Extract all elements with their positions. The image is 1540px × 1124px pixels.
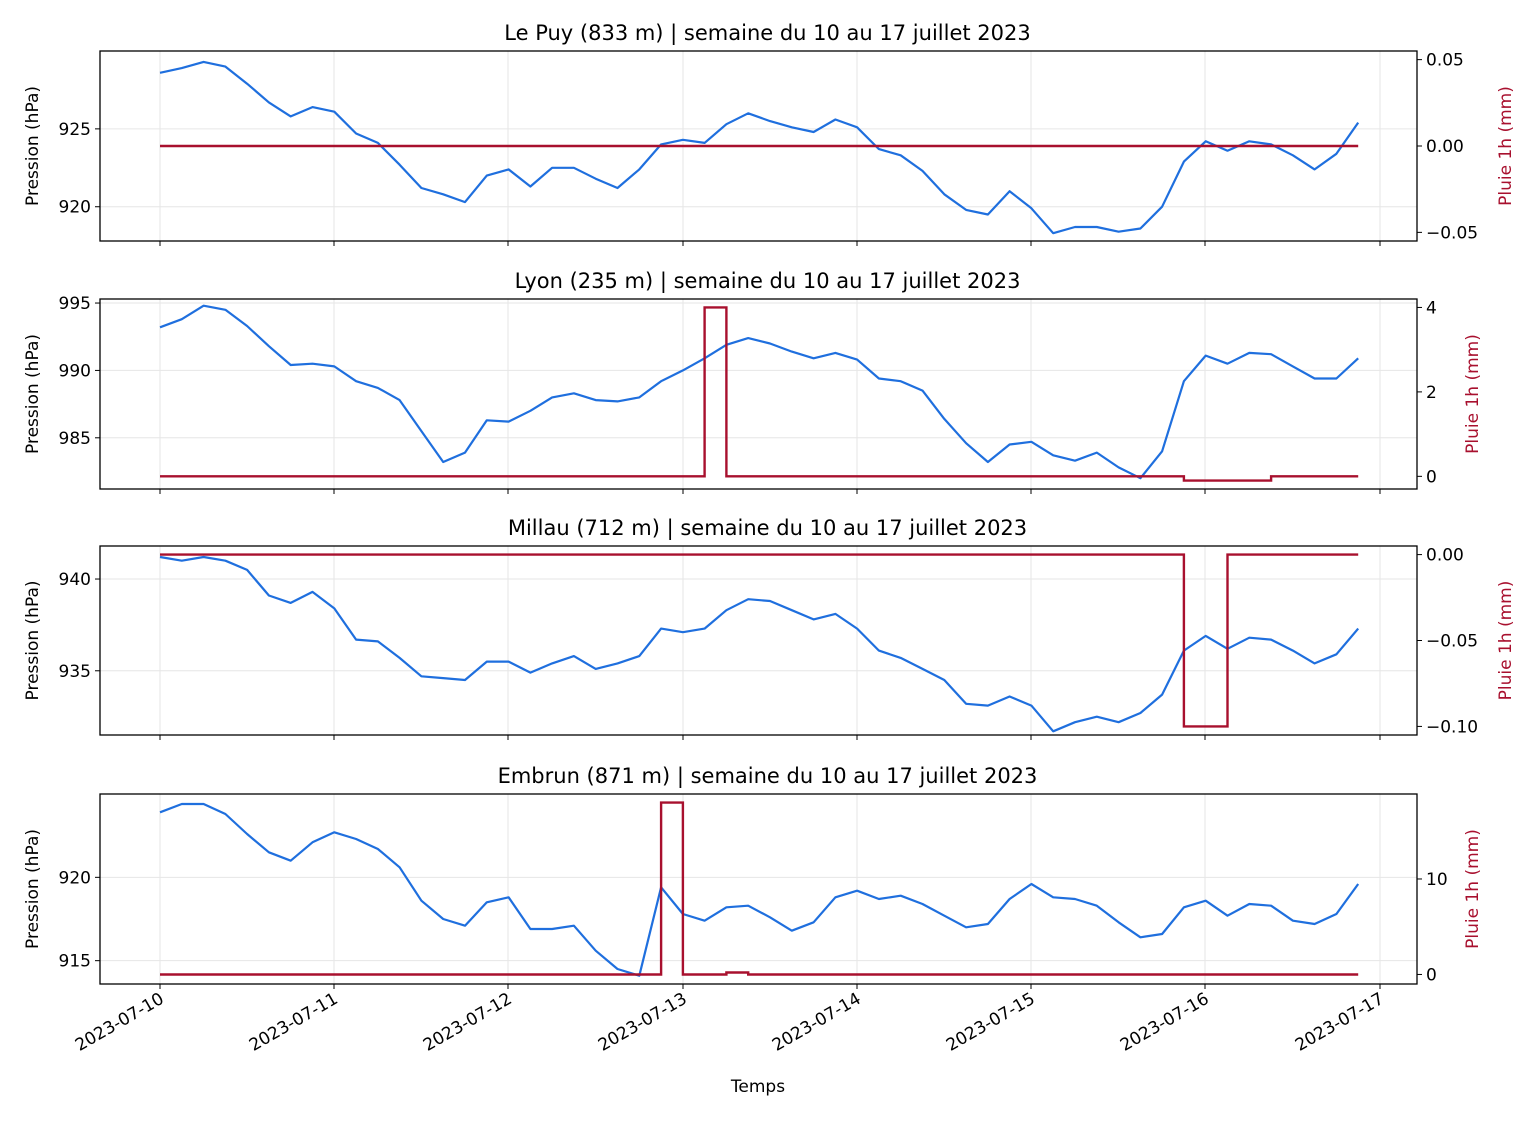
y-right-tick-label: 0 — [1426, 965, 1437, 985]
y-right-tick-label: 0 — [1426, 467, 1437, 487]
y-right-tick-label: −0.10 — [1426, 717, 1478, 737]
x-axis-label: Temps — [730, 1077, 785, 1097]
subplot-title: Lyon (235 m) | semaine du 10 au 17 juill… — [515, 269, 1021, 294]
pressure-series-line — [159, 60, 1360, 235]
y-right-axis-label: Pluie 1h (mm) — [1463, 829, 1483, 949]
x-tick-label: 2023-07-15 — [943, 989, 1039, 1056]
x-tick-label: 2023-07-12 — [420, 989, 516, 1056]
y-left-tick-label: 940 — [59, 570, 91, 590]
y-right-axis-label: Pluie 1h (mm) — [1463, 334, 1483, 454]
y-left-tick-label: 925 — [59, 120, 91, 140]
y-right-tick-label: −0.05 — [1426, 223, 1478, 243]
y-left-axis-label: Pression (hPa) — [23, 86, 43, 206]
pressure-series-line — [159, 555, 1360, 733]
y-right-tick-label: 0.05 — [1426, 51, 1464, 71]
rain-series-step-line — [160, 801, 1359, 976]
x-tick-label: 2023-07-10 — [72, 989, 168, 1056]
y-left-tick-label: 985 — [59, 429, 91, 449]
subplot-2: 985 990 995 0 2 4 Lyon (235 m) | semaine du 10… — [23, 269, 1483, 494]
axes-frame — [99, 545, 1418, 736]
pressure-series-line — [159, 304, 1359, 480]
x-tick-label: 2023-07-17 — [1292, 989, 1388, 1056]
rain-series-step-line — [160, 306, 1359, 482]
y-left-axis-label: Pression (hPa) — [23, 829, 43, 949]
y-right-tick-label: 0.00 — [1426, 137, 1464, 157]
subplot-1: 920 925 0.05 0.00 −0.05 Le Puy (833 m) | sema… — [23, 21, 1516, 246]
y-left-tick-label: 920 — [59, 868, 91, 888]
pressure-series-line — [159, 802, 1360, 977]
x-tick-label: 2023-07-11 — [246, 989, 342, 1056]
x-tick-label: 2023-07-16 — [1117, 989, 1213, 1056]
subplot-3: 935 940 0.00 −0.05 −0.10 Millau (712 m) | sem… — [23, 516, 1516, 740]
y-left-tick-label: 920 — [59, 198, 91, 218]
rain-series-step-line — [160, 553, 1359, 728]
subplot-title: Millau (712 m) | semaine du 10 au 17 jui… — [508, 516, 1027, 541]
y-left-tick-label: 915 — [59, 952, 91, 972]
axes-frame — [99, 298, 1418, 490]
x-tick-label: 2023-07-13 — [595, 989, 691, 1056]
subplot-title: Embrun (871 m) | semaine du 10 au 17 jui… — [498, 764, 1038, 789]
subplot-4: 915 920 0 10 Embrun (871 m) | semaine du 10 … — [23, 764, 1483, 1056]
subplot-title: Le Puy (833 m) | semaine du 10 au 17 jui… — [504, 21, 1030, 46]
y-left-tick-label: 935 — [59, 662, 91, 682]
y-right-tick-label: 2 — [1426, 383, 1437, 403]
x-tick-label: 2023-07-14 — [769, 989, 865, 1056]
y-right-axis-label: Pluie 1h (mm) — [1496, 86, 1516, 206]
y-right-axis-label: Pluie 1h (mm) — [1496, 581, 1516, 701]
y-left-axis-label: Pression (hPa) — [23, 581, 43, 701]
y-right-tick-label: 10 — [1426, 870, 1448, 890]
y-right-tick-label: 0.00 — [1426, 546, 1464, 566]
axes-frame — [99, 793, 1418, 985]
y-right-tick-label: 4 — [1426, 298, 1437, 318]
y-left-tick-label: 995 — [59, 294, 91, 314]
axes-frame — [99, 50, 1418, 242]
y-left-axis-label: Pression (hPa) — [23, 334, 43, 454]
y-left-tick-label: 990 — [59, 361, 91, 381]
y-right-tick-label: −0.05 — [1426, 632, 1478, 652]
